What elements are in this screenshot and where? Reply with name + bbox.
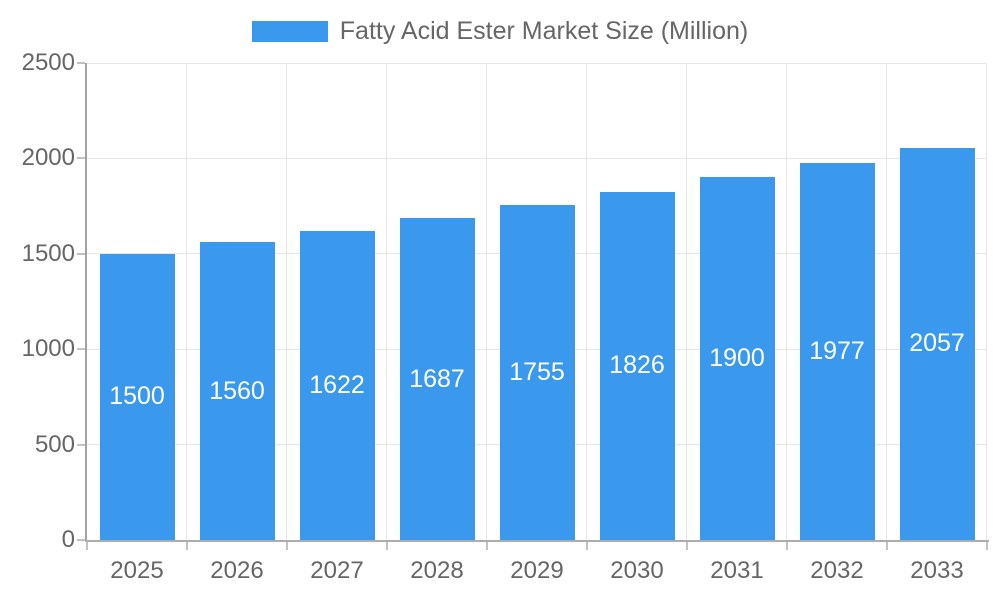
x-axis-tick-label: 2032 xyxy=(810,557,864,584)
x-axis-tick-label: 2031 xyxy=(710,557,764,584)
y-axis-tick-label: 1500 xyxy=(21,239,75,267)
gridline-vertical xyxy=(386,63,387,540)
bar-value-label: 1500 xyxy=(109,382,165,411)
gridline-horizontal xyxy=(87,62,987,64)
x-tick-mark xyxy=(186,542,188,550)
bar[interactable]: 1900 xyxy=(699,177,775,540)
gridline-vertical xyxy=(186,63,187,540)
gridline-vertical xyxy=(586,63,587,540)
gridline-vertical xyxy=(286,63,287,540)
gridline-vertical xyxy=(686,63,687,540)
bar-value-label: 2057 xyxy=(909,329,965,358)
bar-value-label: 1826 xyxy=(609,351,665,380)
bar[interactable]: 1755 xyxy=(499,205,575,540)
y-axis-tick-label: 1000 xyxy=(21,335,75,363)
gridline-horizontal xyxy=(87,157,987,159)
x-tick-mark xyxy=(686,542,688,550)
y-axis-tick-label: 0 xyxy=(61,526,75,553)
x-axis-tick-label: 2030 xyxy=(610,557,664,584)
legend-label: Fatty Acid Ester Market Size (Million) xyxy=(339,17,749,45)
x-tick-mark xyxy=(586,542,588,550)
legend-swatch-icon xyxy=(251,21,328,42)
y-tick-mark xyxy=(77,348,85,351)
bar[interactable]: 1622 xyxy=(299,230,375,540)
x-axis-line xyxy=(85,540,989,542)
y-axis-line xyxy=(85,63,87,542)
bar[interactable]: 1687 xyxy=(399,218,475,540)
bar-value-label: 1977 xyxy=(809,336,865,365)
x-tick-mark xyxy=(786,542,788,550)
bar-value-label: 1900 xyxy=(709,344,765,373)
legend-item[interactable]: Fatty Acid Ester Market Size (Million) xyxy=(251,17,749,46)
y-tick-mark xyxy=(77,62,85,64)
x-axis-tick-label: 2027 xyxy=(310,557,364,584)
bar[interactable]: 1500 xyxy=(99,253,175,540)
x-axis-tick-label: 2029 xyxy=(510,557,564,584)
bar[interactable]: 1560 xyxy=(199,242,275,540)
y-axis-tick-label: 500 xyxy=(34,430,75,458)
bar[interactable]: 1977 xyxy=(799,162,875,540)
gridline-vertical xyxy=(886,63,887,540)
bar[interactable]: 1826 xyxy=(599,191,675,540)
x-tick-mark xyxy=(986,542,988,550)
bar-value-label: 1560 xyxy=(209,376,265,405)
y-tick-mark xyxy=(77,539,85,541)
x-tick-mark xyxy=(486,542,488,550)
x-axis-tick-label: 2026 xyxy=(210,557,264,584)
y-tick-mark xyxy=(77,252,85,255)
x-axis-tick-label: 2028 xyxy=(410,557,464,584)
gridline-vertical xyxy=(486,63,487,540)
y-tick-mark xyxy=(77,443,85,446)
bar[interactable]: 2057 xyxy=(899,147,975,540)
plot-area: 1500 1560 1622 1687 1755 1826 1900 1977 2057 xyxy=(87,62,987,540)
gridline-vertical xyxy=(986,63,987,540)
chart-legend: Fatty Acid Ester Market Size (Million) xyxy=(0,17,1000,46)
x-tick-mark xyxy=(286,542,288,550)
y-axis-tick-label: 2500 xyxy=(21,49,75,76)
x-axis-tick-label: 2025 xyxy=(110,557,164,584)
gridline-vertical xyxy=(786,63,787,540)
x-tick-mark xyxy=(86,542,88,550)
x-tick-mark xyxy=(386,542,388,550)
bar-value-label: 1622 xyxy=(309,370,365,399)
x-axis-tick-label: 2033 xyxy=(910,557,964,584)
bar-value-label: 1755 xyxy=(509,358,565,387)
bar-value-label: 1687 xyxy=(409,364,465,393)
x-tick-mark xyxy=(886,542,888,550)
y-tick-mark xyxy=(77,157,85,160)
y-axis-tick-label: 2000 xyxy=(21,144,75,172)
